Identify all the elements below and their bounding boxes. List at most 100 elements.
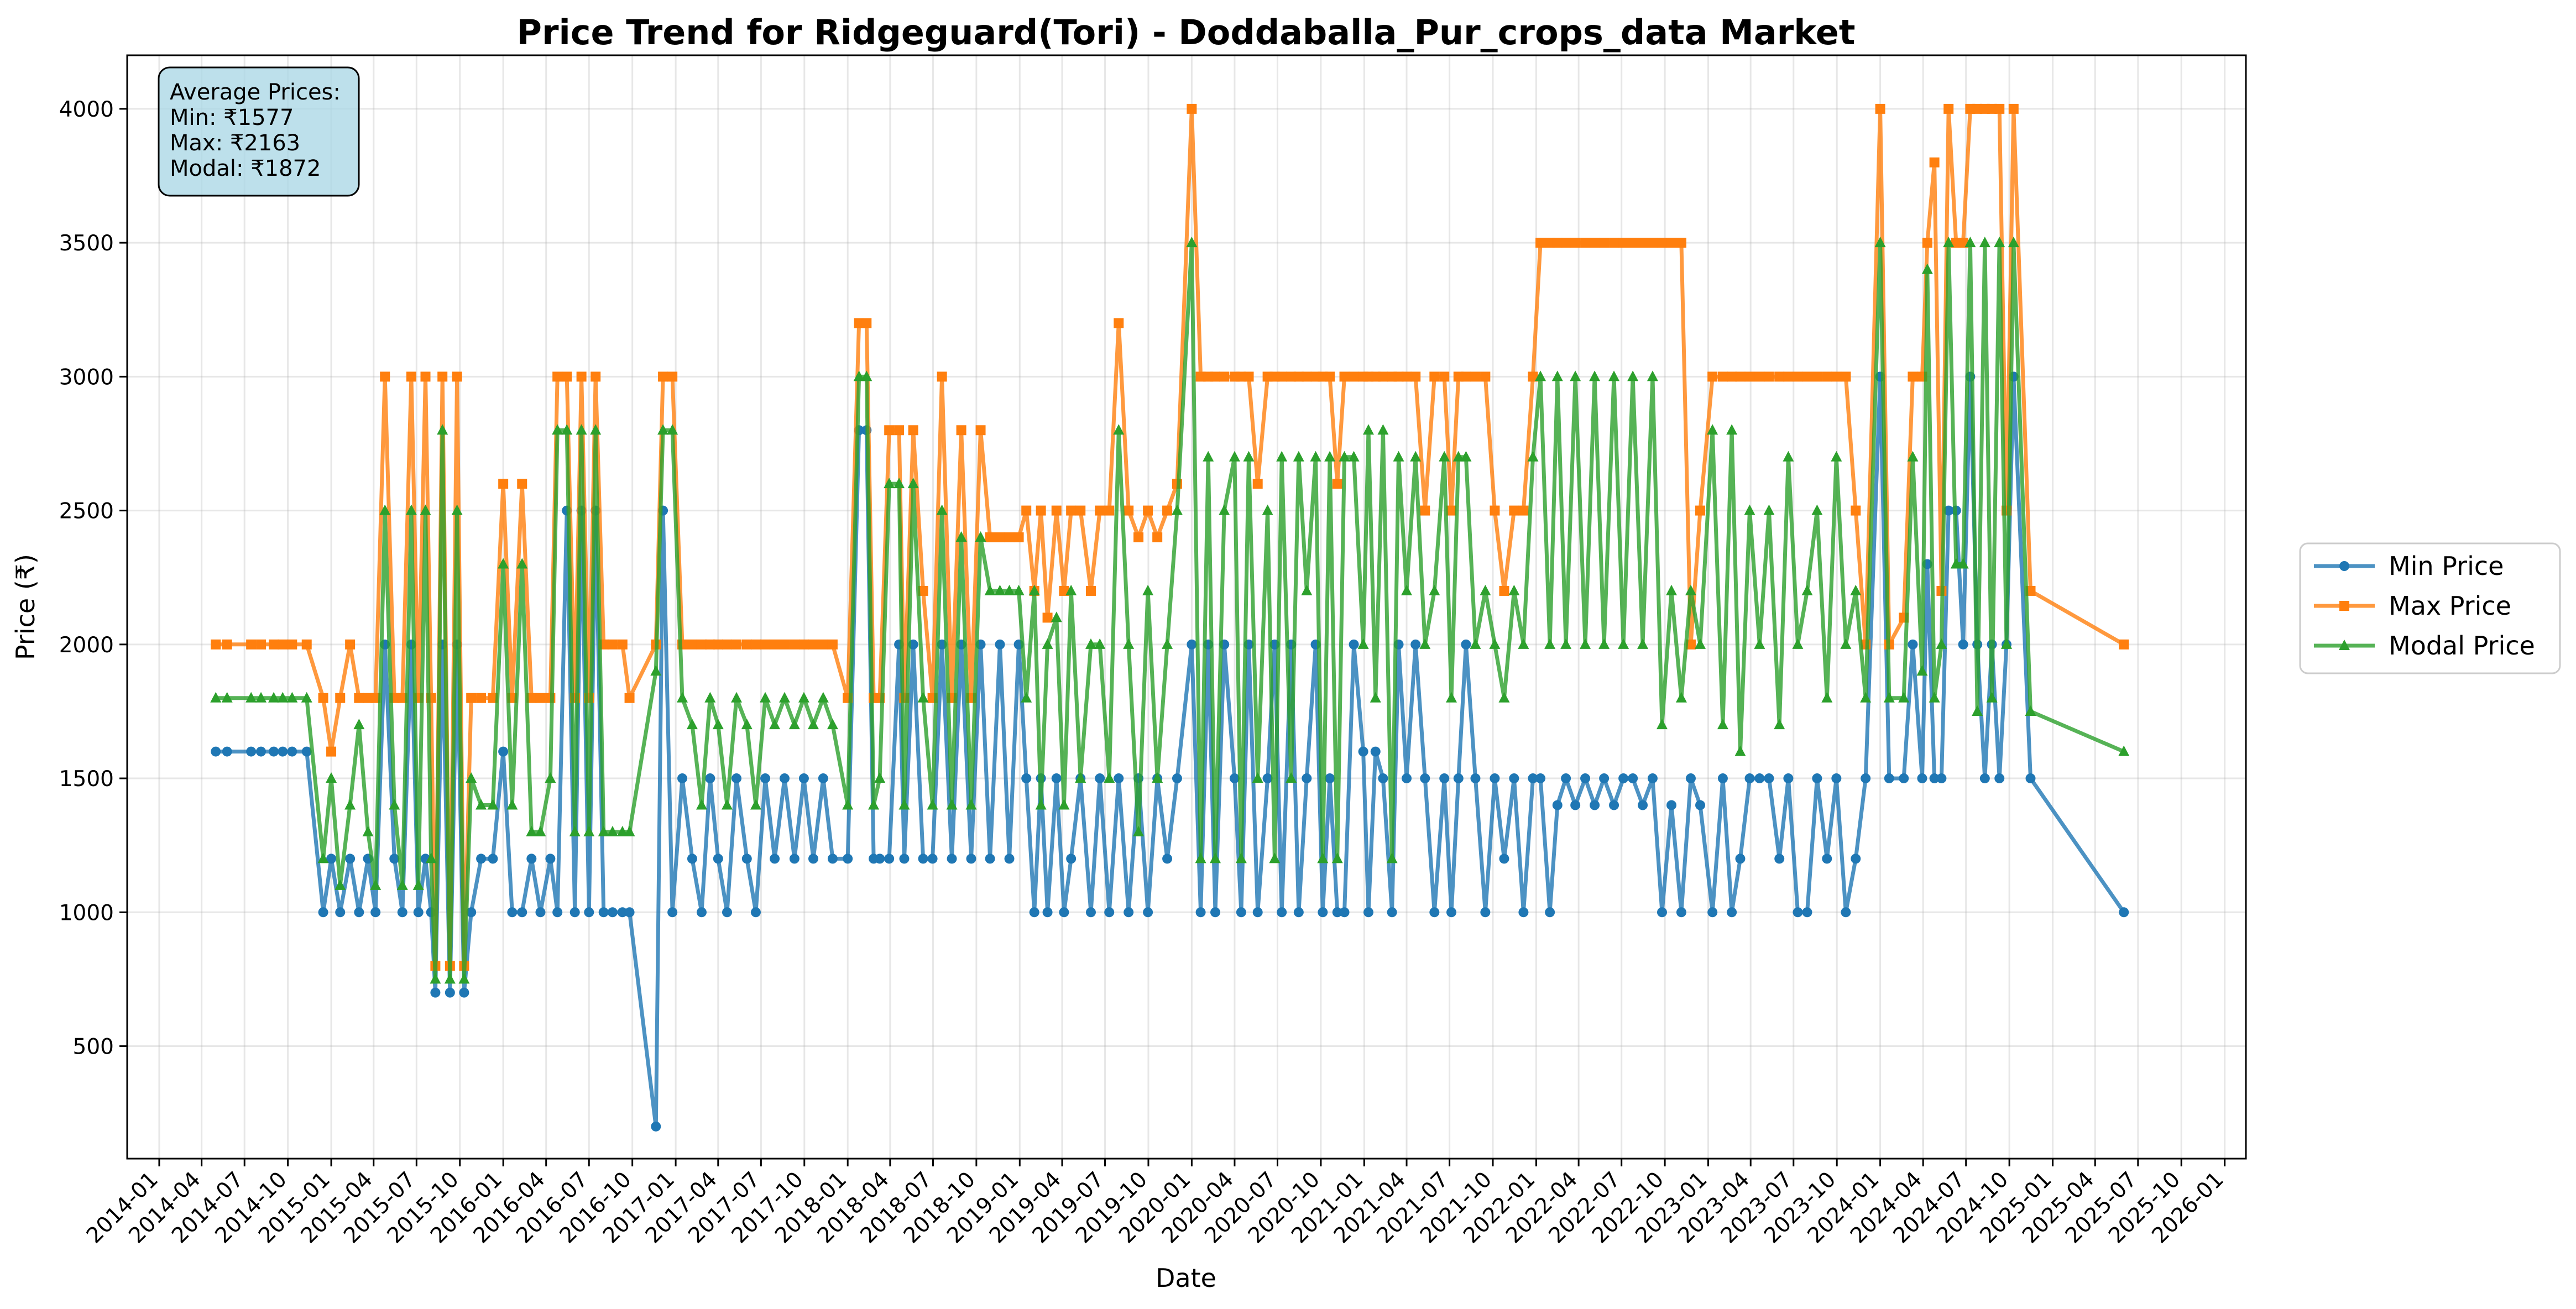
data-point — [1599, 238, 1610, 248]
data-point — [2118, 745, 2130, 756]
data-point — [1262, 504, 1273, 515]
legend-marker-max — [2339, 601, 2349, 611]
legend-label-max: Max Price — [2389, 591, 2511, 621]
data-point — [1922, 238, 1932, 248]
data-point — [789, 639, 800, 650]
data-point — [335, 879, 346, 890]
data-point — [1357, 638, 1369, 649]
data-point — [246, 639, 257, 650]
data-point — [1608, 370, 1620, 381]
data-point — [1243, 371, 1254, 382]
data-point — [1994, 773, 2005, 784]
data-point — [1013, 584, 1025, 595]
data-point — [1545, 907, 1555, 918]
data-point — [677, 773, 688, 784]
data-point — [1774, 719, 1785, 730]
data-point — [476, 854, 487, 864]
data-point — [1498, 692, 1510, 703]
data-point — [1085, 907, 1096, 918]
data-point — [975, 425, 986, 436]
data-point — [667, 907, 678, 918]
data-point — [598, 907, 609, 918]
data-point — [1812, 773, 1822, 784]
data-point — [1580, 638, 1591, 649]
legend-marker-modal — [2339, 640, 2350, 650]
data-point — [1453, 371, 1464, 382]
data-point — [516, 558, 528, 569]
data-point — [1831, 451, 1842, 462]
data-point — [517, 479, 527, 489]
data-point — [1598, 638, 1610, 649]
data-point — [667, 371, 678, 382]
data-point — [1363, 907, 1373, 918]
data-point — [1362, 424, 1374, 435]
stats-box-background — [158, 66, 360, 197]
data-point — [466, 693, 477, 703]
data-point — [1735, 854, 1746, 864]
data-point — [1754, 638, 1765, 649]
stats-box-line-1: Average Prices: — [170, 80, 341, 105]
data-point — [1874, 237, 1886, 248]
data-point — [1219, 371, 1230, 382]
data-point — [778, 692, 790, 703]
data-point — [517, 907, 527, 918]
data-point — [1325, 371, 1335, 382]
data-point — [1707, 424, 1718, 435]
data-point — [1310, 451, 1321, 462]
data-point — [590, 424, 602, 435]
data-point — [927, 799, 938, 810]
data-point — [1979, 237, 1990, 248]
data-point — [1277, 907, 1287, 918]
data-point — [335, 907, 346, 918]
data-point — [1907, 451, 1919, 462]
data-point — [1528, 773, 1538, 784]
data-point — [1410, 451, 1422, 462]
data-point — [1210, 907, 1220, 918]
data-point — [1943, 103, 1954, 114]
data-point — [827, 719, 838, 730]
data-point — [278, 639, 288, 650]
data-point — [576, 371, 587, 382]
data-point — [268, 692, 280, 703]
data-point — [1821, 692, 1833, 703]
data-point — [1518, 907, 1529, 918]
data-point — [301, 692, 312, 703]
data-point — [1666, 800, 1677, 810]
data-point — [412, 879, 424, 890]
data-point — [842, 799, 854, 810]
data-point — [1685, 584, 1696, 595]
data-point — [1851, 854, 1861, 864]
data-point — [354, 693, 364, 703]
data-point — [1618, 638, 1629, 649]
data-point — [1124, 907, 1134, 918]
data-point — [2119, 639, 2129, 650]
data-point — [1059, 907, 1069, 918]
data-point — [1637, 638, 1649, 649]
data-point — [1599, 773, 1610, 784]
data-point — [1840, 638, 1852, 649]
data-point — [526, 825, 537, 836]
data-point — [255, 692, 267, 703]
data-point — [917, 692, 929, 703]
data-point — [1841, 907, 1851, 918]
data-point — [1210, 371, 1220, 382]
data-point — [1552, 800, 1563, 810]
data-point — [1123, 638, 1135, 649]
legend-frame — [2299, 542, 2561, 674]
legend-swatches — [2314, 561, 2375, 650]
data-point — [552, 371, 563, 382]
data-point — [1004, 532, 1015, 543]
data-point — [884, 478, 895, 489]
data-point — [798, 773, 809, 784]
data-point — [1638, 238, 1648, 248]
series-min-price — [211, 371, 2129, 1132]
data-point — [1764, 371, 1774, 382]
data-point — [1822, 371, 1832, 382]
data-point — [1152, 772, 1163, 783]
data-point — [1042, 612, 1053, 623]
data-point — [705, 773, 715, 784]
data-point — [1545, 238, 1555, 248]
data-point — [1114, 773, 1124, 784]
data-point — [1518, 505, 1529, 516]
data-point — [1195, 907, 1206, 918]
